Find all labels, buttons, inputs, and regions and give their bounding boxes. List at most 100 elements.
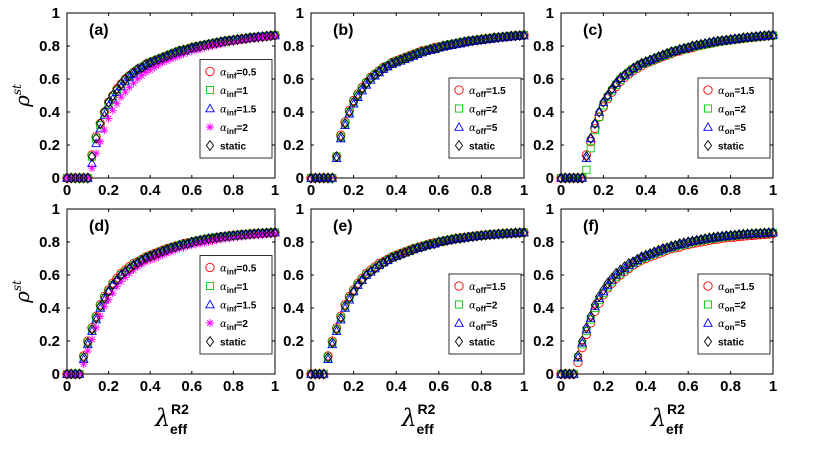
marker-diamond xyxy=(62,368,72,380)
series-diamond xyxy=(62,29,280,184)
marker-diamond xyxy=(633,253,642,265)
marker-triangle xyxy=(454,121,464,131)
marker-triangle xyxy=(768,227,778,237)
marker-diamond xyxy=(658,49,667,61)
marker-diamond xyxy=(141,252,151,264)
x-tick-label: 0.2 xyxy=(593,182,614,199)
marker-star xyxy=(108,289,117,298)
y-tick-label: 0.6 xyxy=(533,71,554,88)
marker-star xyxy=(183,242,192,251)
marker-diamond xyxy=(191,235,201,247)
marker-diamond xyxy=(212,232,221,244)
marker-triangle xyxy=(598,96,609,106)
marker-diamond xyxy=(684,236,693,248)
marker-diamond xyxy=(705,232,714,244)
legend-label: static xyxy=(220,142,247,153)
y-tick-label: 0 xyxy=(296,366,304,383)
marker-diamond xyxy=(379,257,388,269)
marker-diamond xyxy=(179,238,188,251)
marker-diamond xyxy=(713,231,723,243)
marker-triangle xyxy=(357,274,368,284)
marker-diamond xyxy=(245,228,255,240)
marker-star xyxy=(67,174,76,182)
marker-triangle xyxy=(205,103,215,113)
marker-diamond xyxy=(154,53,163,65)
marker-star xyxy=(271,32,279,41)
panel-label: (c) xyxy=(583,22,603,39)
marker-diamond xyxy=(220,35,230,47)
marker-triangle xyxy=(103,100,114,110)
marker-star xyxy=(206,319,214,327)
marker-diamond xyxy=(494,31,503,44)
marker-diamond xyxy=(590,299,600,311)
marker-diamond xyxy=(599,284,608,296)
marker-diamond xyxy=(87,150,97,163)
marker-star xyxy=(200,238,209,247)
marker-circle xyxy=(703,85,713,95)
marker-diamond xyxy=(104,96,113,108)
marker-diamond xyxy=(709,36,718,48)
series-diamond xyxy=(556,29,778,184)
y-tick-label: 1 xyxy=(546,201,554,218)
x-tick-label: 0.8 xyxy=(471,182,492,199)
marker-diamond xyxy=(511,227,520,239)
panel-label: (f) xyxy=(583,218,599,235)
marker-diamond xyxy=(67,172,76,184)
marker-diamond xyxy=(413,242,422,254)
marker-diamond xyxy=(171,241,180,253)
marker-diamond xyxy=(108,279,117,291)
marker-star xyxy=(196,239,205,248)
x-axis-label: λ xyxy=(650,404,666,432)
marker-diamond xyxy=(241,228,251,240)
marker-diamond xyxy=(569,368,578,380)
x-tick-label: 0 xyxy=(307,378,315,395)
marker-star xyxy=(212,41,221,50)
marker-diamond xyxy=(175,45,184,57)
marker-diamond xyxy=(100,106,109,118)
marker-square xyxy=(454,300,464,309)
panel-label: (e) xyxy=(333,218,353,235)
marker-diamond xyxy=(455,37,465,49)
marker-diamond xyxy=(379,62,388,74)
marker-diamond xyxy=(739,228,748,240)
marker-diamond xyxy=(703,335,713,348)
marker-star xyxy=(75,370,84,378)
marker-diamond xyxy=(96,300,105,312)
marker-diamond xyxy=(628,62,638,74)
marker-star xyxy=(246,231,255,240)
legend-label: αon=2 xyxy=(718,105,746,118)
marker-diamond xyxy=(586,132,595,144)
marker-diamond xyxy=(730,33,739,45)
marker-diamond xyxy=(245,32,255,44)
x-tick-label: 0.2 xyxy=(593,378,614,395)
marker-triangle xyxy=(91,138,102,148)
panel-label: (a) xyxy=(89,22,109,39)
marker-diamond xyxy=(108,89,117,102)
marker-diamond xyxy=(573,350,583,362)
marker-diamond xyxy=(353,89,362,102)
marker-diamond xyxy=(179,44,188,56)
marker-diamond xyxy=(641,56,650,68)
marker-diamond xyxy=(519,226,529,239)
marker-star xyxy=(121,88,130,97)
marker-diamond xyxy=(200,233,209,246)
marker-triangle xyxy=(107,93,118,103)
marker-diamond xyxy=(187,236,196,248)
legend-label: static xyxy=(220,338,247,349)
marker-diamond xyxy=(679,42,689,55)
legend-label: αon=2 xyxy=(718,301,746,314)
panel-label: (d) xyxy=(89,218,109,235)
marker-diamond xyxy=(426,43,435,55)
legend-box xyxy=(199,59,273,159)
marker-diamond xyxy=(434,42,443,54)
marker-diamond xyxy=(667,46,676,58)
x-tick-label: 0.4 xyxy=(140,378,162,395)
panel-d: 0 0.2 0.4 0.6 0.8 100.20.40.60.81(d)αinf=0.5α… xyxy=(10,201,280,437)
marker-diamond xyxy=(241,32,251,44)
legend-label: αinf=1 xyxy=(220,282,248,295)
marker-star xyxy=(206,123,214,131)
legend-label: αoff=1.5 xyxy=(469,86,506,99)
marker-diamond xyxy=(225,34,234,47)
x-tick-label: 0 xyxy=(307,182,315,199)
y-tick-label: 0.8 xyxy=(533,38,554,55)
